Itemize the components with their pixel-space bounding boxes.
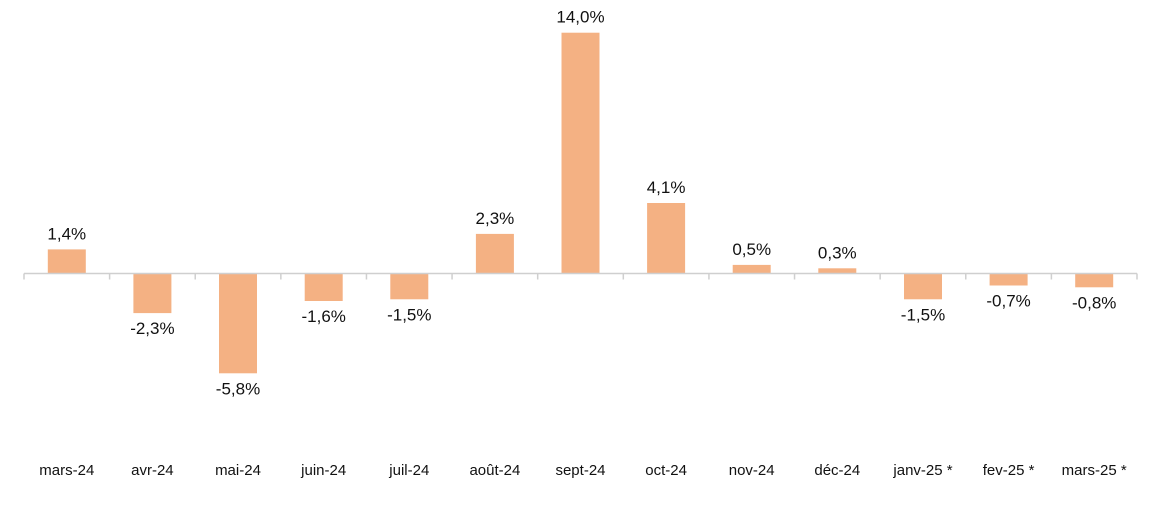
data-label-0: 1,4%: [47, 224, 86, 243]
data-label-3: -1,6%: [301, 307, 345, 326]
bar-4: [390, 273, 429, 300]
bar-5: [475, 233, 514, 274]
category-label-9: déc-24: [814, 462, 860, 479]
bar-9: [818, 268, 857, 274]
category-label-12: mars-25 *: [1062, 462, 1127, 479]
bar-2: [219, 273, 257, 374]
data-label-2: -5,8%: [216, 379, 260, 398]
category-label-4: juil-24: [388, 462, 429, 479]
bar-7: [647, 203, 686, 274]
data-label-1: -2,3%: [130, 319, 174, 338]
category-label-11: fev-25 *: [983, 462, 1035, 479]
category-label-5: août-24: [469, 462, 520, 479]
bar-1: [133, 273, 172, 314]
category-label-8: nov-24: [729, 462, 775, 479]
data-label-4: -1,5%: [387, 305, 431, 324]
data-label-6: 14,0%: [556, 8, 604, 27]
data-label-11: -0,7%: [986, 292, 1030, 311]
category-label-0: mars-24: [39, 462, 94, 479]
bars: [47, 32, 1114, 374]
category-label-10: janv-25 *: [892, 462, 952, 479]
data-label-10: -1,5%: [901, 305, 945, 324]
bar-8: [732, 264, 771, 274]
data-label-8: 0,5%: [732, 240, 771, 259]
bar-11: [989, 273, 1028, 286]
data-label-12: -0,8%: [1072, 293, 1116, 312]
bar-10: [904, 273, 942, 300]
bar-12: [1075, 273, 1114, 288]
data-label-9: 0,3%: [818, 243, 857, 262]
data-label-7: 4,1%: [647, 178, 686, 197]
bar-0: [47, 249, 86, 274]
category-label-2: mai-24: [215, 462, 261, 479]
data-labels: 1,4% -2,3% -5,8% -1,6% -1,5% 2,3% 14,0% 4,1% 0,5…: [47, 8, 1116, 399]
bar-6: [561, 32, 600, 274]
category-labels: mars-24 avr-24 mai-24 juin-24 juil-24 août-24…: [39, 462, 1127, 479]
category-label-3: juin-24: [300, 462, 346, 479]
category-label-7: oct-24: [645, 462, 687, 479]
category-label-6: sept-24: [555, 462, 605, 479]
axis-ticks: [23, 273, 1138, 280]
data-label-5: 2,3%: [476, 209, 515, 228]
category-label-1: avr-24: [131, 462, 174, 479]
bar-3: [304, 273, 343, 301]
